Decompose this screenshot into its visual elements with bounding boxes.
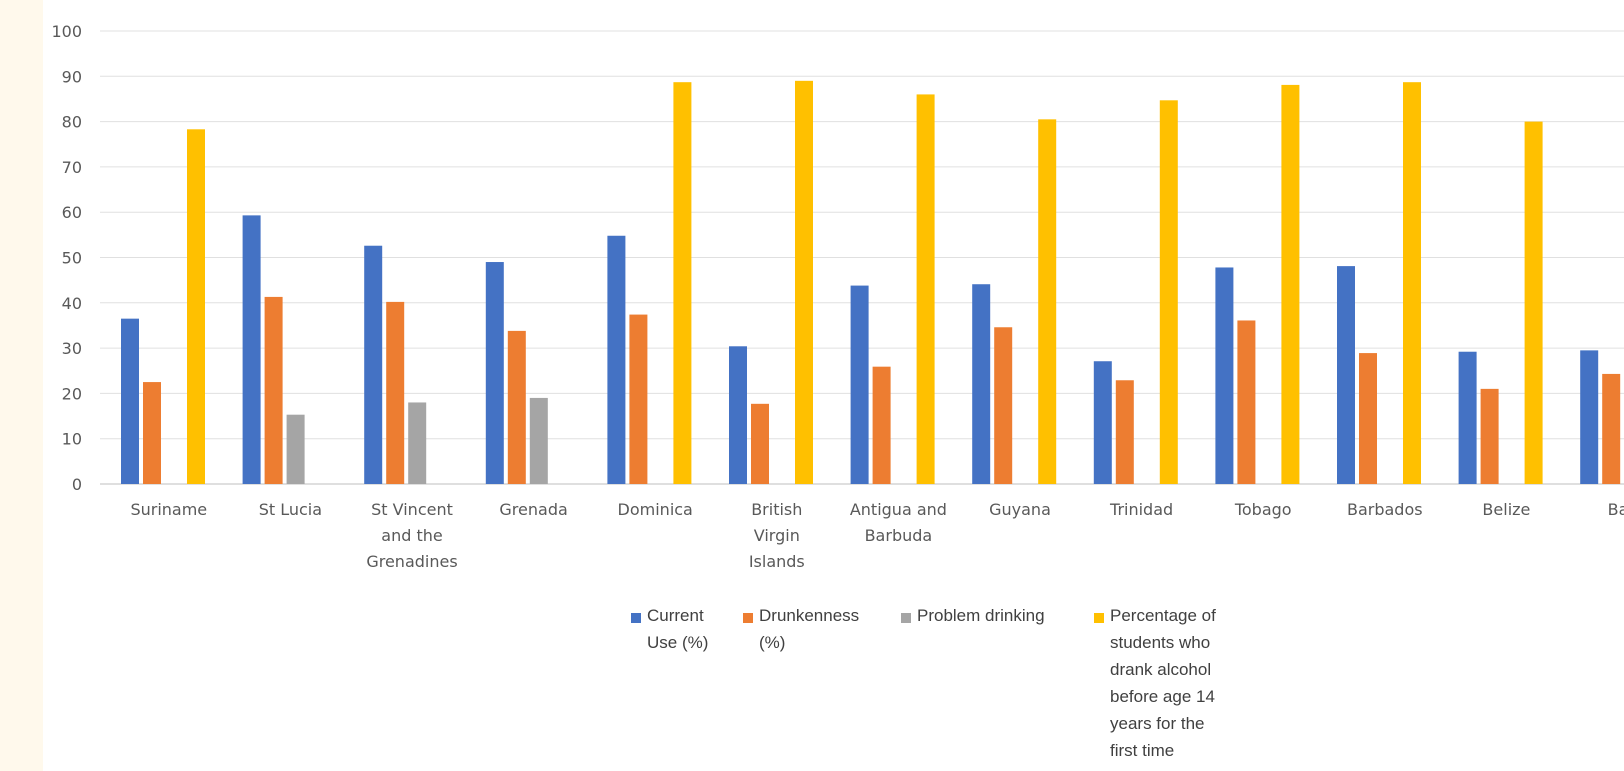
left-margin-strip (0, 0, 43, 771)
legend-item-problem-drinking: Problem drinking (901, 606, 1045, 629)
bar: Antigua and Barbuda — Drunkenness (%): 2… (872, 366, 891, 484)
bar: St Vincent and the Grenadines — Drunkenn… (386, 301, 405, 484)
bar: Belize — Current Use (%): 29.2 (1458, 351, 1477, 484)
bar: Dominica — Percentage of students who dr… (673, 82, 692, 485)
x-tick-label: Trinidad (1109, 500, 1173, 519)
legend-item-current-use: Current Use (%) (631, 606, 708, 656)
bar: Dominica — Current Use (%): 54.8 (607, 235, 626, 484)
y-tick-label: 100 (51, 22, 82, 41)
x-tick-label: Tobago (1234, 500, 1292, 519)
y-tick-label: 90 (62, 67, 82, 86)
x-tick-label: Dominica (618, 500, 693, 519)
legend-label: Problem drinking (917, 606, 1045, 625)
bar: Guyana — Current Use (%): 44.1 (972, 284, 991, 484)
y-axis-ticks: 0 10 20 30 40 50 60 70 80 90 100 (51, 22, 82, 494)
x-tick-label: Suriname (130, 500, 207, 519)
bar: St Vincent and the Grenadines — Problem … (408, 402, 427, 484)
bar: Guyana — Drunkenness (%): 34.6 (994, 327, 1013, 484)
x-tick-label: St Lucia (259, 500, 322, 519)
bar: Trinidad — Current Use (%): 27.1 (1093, 361, 1112, 484)
bar: Dominica — Drunkenness (%): 37.4 (629, 314, 648, 484)
bar: Antigua and Barbuda — Percentage of stud… (916, 94, 935, 485)
x-tick-label: Belize (1482, 500, 1530, 519)
y-tick-label: 60 (62, 203, 82, 222)
legend-label: Current Use (%) (647, 606, 709, 652)
x-tick-label: Grenada (499, 500, 567, 519)
bar: St Vincent and the Grenadines — Current … (364, 245, 383, 484)
y-tick-label: 0 (72, 475, 82, 494)
x-axis-ticks: Suriname St Lucia St Vincent and the Grenadi… (130, 500, 1624, 571)
legend-item-drunkenness: Drunkenness (%) (743, 606, 859, 656)
bar: Barbados — Drunkenness (%): 28.9 (1359, 353, 1377, 484)
y-tick-label: 10 (62, 430, 82, 449)
bar: Suriname — Current Use (%): 36.5 (121, 318, 139, 484)
bar: Tobago — Drunkenness (%): 36.1 (1237, 320, 1256, 484)
legend: Current Use (%) Drunkenness (%) Problem … (631, 606, 1251, 767)
legend-item-first-drink-before-14: Percentage of students who drank alcohol… (1094, 606, 1216, 764)
y-tick-label: 30 (62, 339, 82, 358)
bar: British Virgin Islands — Current Use (%)… (729, 346, 747, 484)
legend-label: Drunkenness (%) (759, 606, 860, 652)
legend-swatch (743, 613, 753, 623)
legend-label: Percentage of students who drank alcohol… (1110, 606, 1216, 760)
bar: Suriname — Percentage of students who dr… (187, 129, 205, 484)
bar: Barbados — Current Use (%): 48.1 (1337, 266, 1355, 484)
bar: British Virgin Islands — Percentage of s… (795, 80, 813, 484)
bar: Barbados — Percentage of students who dr… (1403, 82, 1421, 485)
bar: Grenada — Problem drinking: 19 (529, 397, 548, 484)
x-tick-label: Guyana (989, 500, 1051, 519)
bar: St Lucia — Drunkenness (%): 41.3 (264, 296, 283, 484)
x-tick-label: Baha (1608, 500, 1624, 519)
bar: Tobago — Current Use (%): 47.8 (1215, 267, 1234, 484)
x-tick-label: Barbados (1347, 500, 1423, 519)
bar: Guyana — Percentage of students who dran… (1038, 119, 1057, 485)
x-tick-label: St Vincent and the Grenadines (366, 500, 457, 571)
legend-swatch (901, 613, 911, 623)
y-tick-label: 40 (62, 294, 82, 313)
bar: Grenada — Drunkenness (%): 33.8 (507, 330, 526, 484)
bar: British Virgin Islands — Drunkenness (%)… (751, 403, 769, 484)
bar: Grenada — Current Use (%): 49 (485, 262, 504, 484)
x-tick-label: Antigua and Barbuda (850, 500, 947, 545)
y-tick-label: 50 (62, 249, 82, 268)
y-tick-label: 70 (62, 158, 82, 177)
bar: Suriname — Drunkenness (%): 22.5 (143, 382, 161, 484)
bar: Belize — Percentage of students who dran… (1524, 121, 1543, 484)
bars: Suriname — Current Use (%): 36.5Suriname… (121, 80, 1621, 485)
x-tick-label: British Virgin Islands (749, 500, 805, 571)
legend-swatch (1094, 613, 1104, 623)
bar: St Lucia — Current Use (%): 59.3 (242, 215, 261, 484)
bar: Antigua and Barbuda — Current Use (%): 4… (850, 285, 869, 484)
bar: Baha — Current Use (%): 29.5 (1580, 350, 1599, 484)
bar: Baha — Drunkenness (%): 24.3 (1602, 373, 1621, 484)
legend-swatch (631, 613, 641, 623)
y-tick-label: 20 (62, 384, 82, 403)
bar: Belize — Drunkenness (%): 21 (1480, 388, 1499, 484)
bar: St Lucia — Problem drinking: 15.3 (286, 414, 305, 484)
y-tick-label: 80 (62, 113, 82, 132)
bar: Trinidad — Drunkenness (%): 22.9 (1115, 380, 1134, 484)
bar: Tobago — Percentage of students who dran… (1281, 84, 1300, 485)
bar: Trinidad — Percentage of students who dr… (1159, 100, 1178, 485)
